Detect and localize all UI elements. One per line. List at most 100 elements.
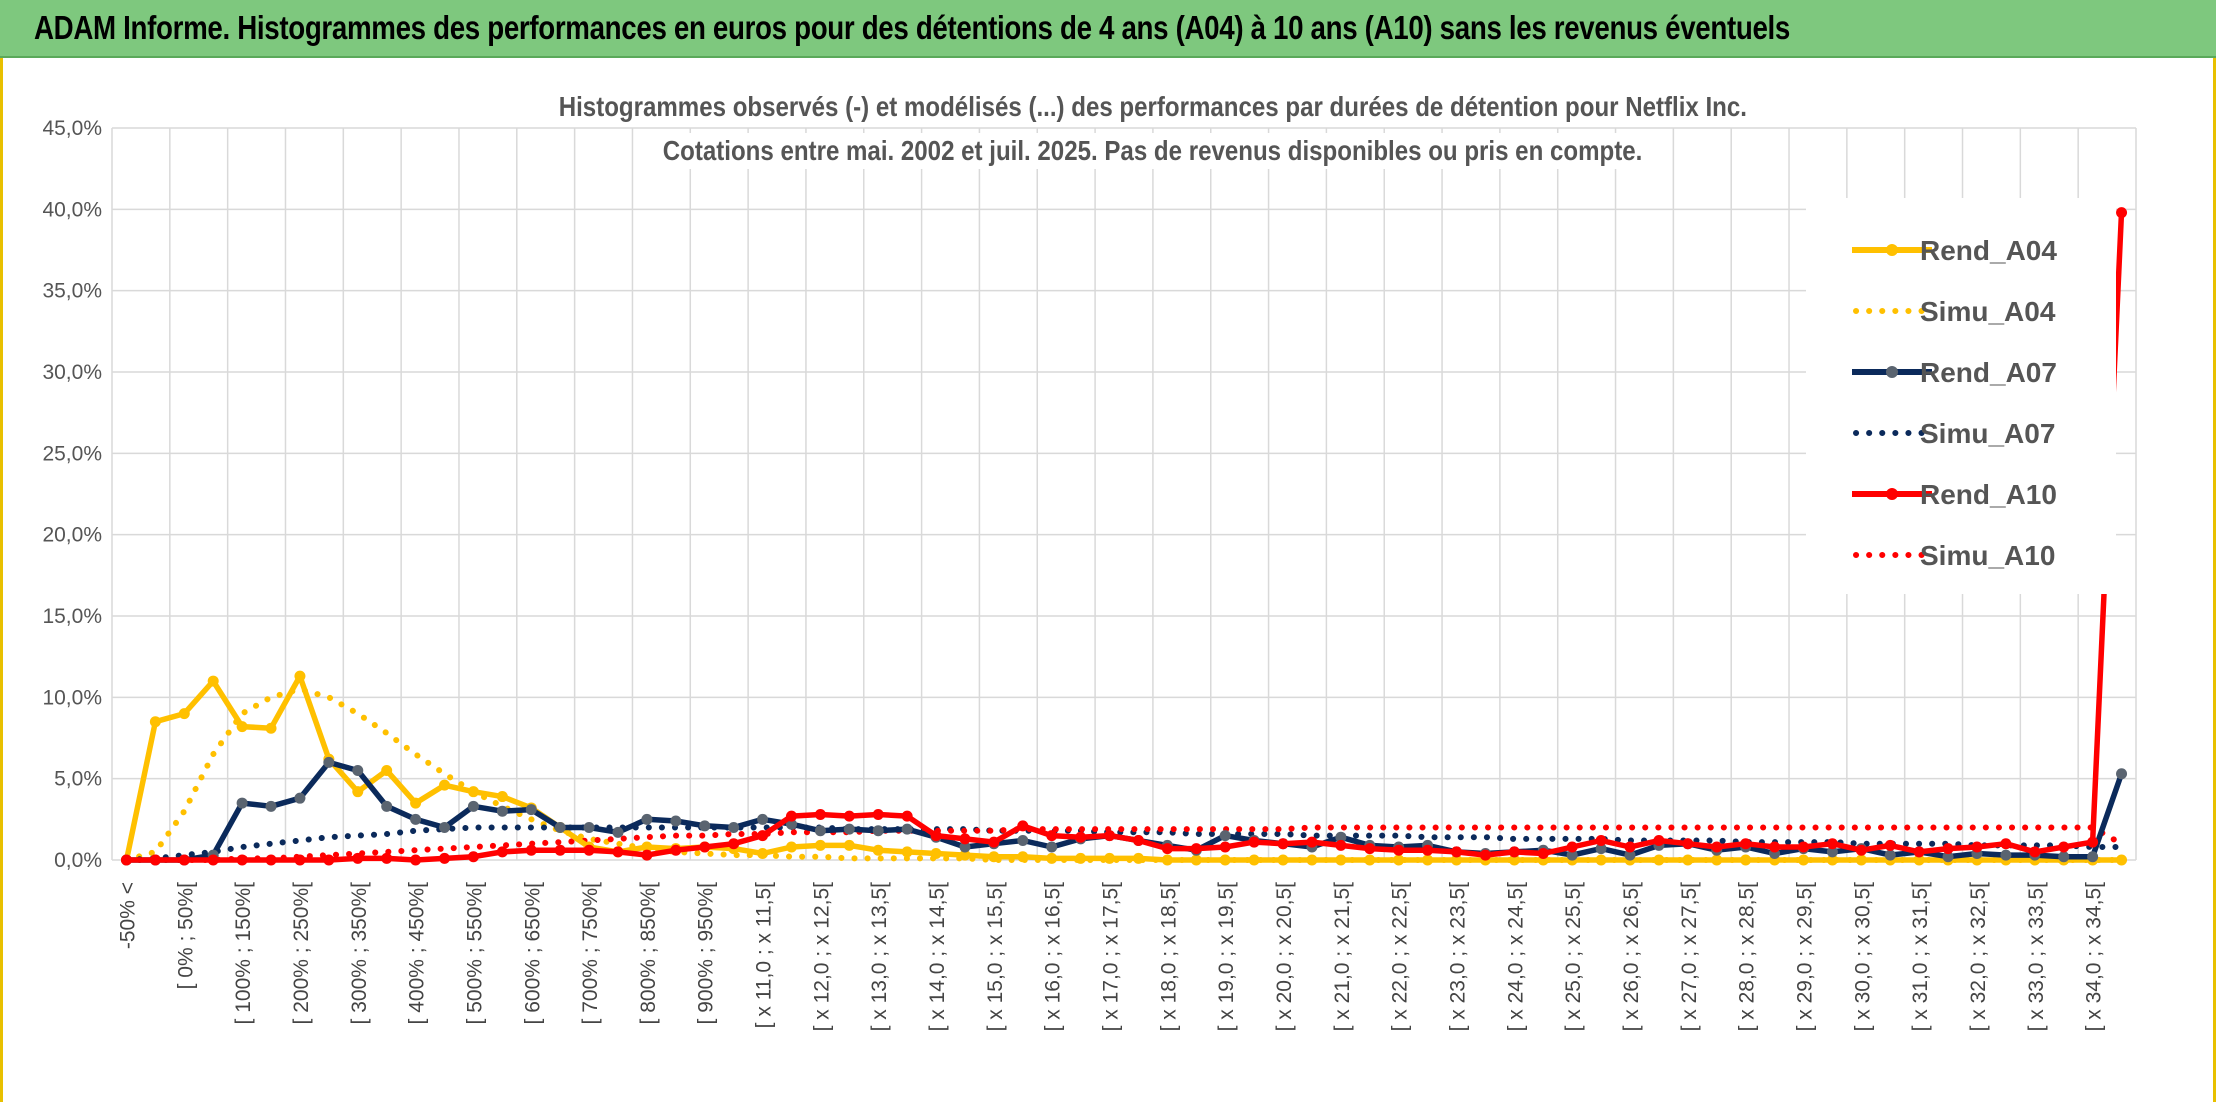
data-point — [525, 804, 537, 816]
data-point — [149, 854, 161, 866]
data-point — [1104, 830, 1116, 842]
data-point — [814, 808, 826, 820]
legend-swatch-marker — [1886, 244, 1898, 256]
legend-swatch-marker — [1886, 488, 1898, 500]
data-point — [352, 786, 364, 798]
data-point — [1797, 854, 1809, 866]
x-tick-label: [ x 15,0 ; x 15,5[ — [984, 882, 1007, 1032]
data-point — [1132, 852, 1144, 864]
x-tick-label: [ x 32,0 ; x 32,5[ — [1967, 882, 1990, 1032]
data-point — [959, 841, 971, 853]
data-point — [294, 670, 306, 682]
data-point — [959, 833, 971, 845]
x-tick-label: [ 900% ; 950%[ — [695, 882, 718, 1025]
data-point — [1711, 841, 1723, 853]
data-point — [2058, 841, 2070, 853]
data-point — [410, 797, 422, 809]
data-point — [1422, 854, 1434, 866]
data-point — [1826, 854, 1838, 866]
data-point — [1306, 854, 1318, 866]
data-point — [467, 786, 479, 798]
data-point — [1422, 844, 1434, 856]
data-point — [1595, 843, 1607, 855]
data-point — [2116, 207, 2128, 219]
data-point — [1451, 854, 1463, 866]
data-point — [814, 825, 826, 837]
y-tick-label: 45,0% — [42, 117, 102, 140]
data-point — [236, 854, 248, 866]
data-point — [207, 854, 219, 866]
series-line-simu_a04 — [123, 686, 2125, 863]
data-point — [2029, 846, 2041, 858]
report-header-banner: ADAM Informe. Histogrammes des performan… — [0, 0, 2216, 58]
data-point — [1104, 852, 1116, 864]
data-point — [1075, 831, 1087, 843]
data-point — [1364, 843, 1376, 855]
data-point — [1046, 830, 1058, 842]
data-point — [1884, 839, 1896, 851]
data-point — [699, 820, 711, 832]
x-tick-label: [ x 29,0 ; x 29,5[ — [1793, 882, 1816, 1032]
data-point — [1971, 841, 1983, 853]
x-tick-label: [ x 18,0 ; x 18,5[ — [1157, 882, 1180, 1032]
data-point — [178, 854, 190, 866]
data-point — [583, 821, 595, 833]
data-point — [1624, 841, 1636, 853]
data-point — [785, 818, 797, 830]
data-point — [381, 852, 393, 864]
chart-title-line-2: Cotations entre mai. 2002 et juil. 2025.… — [0, 133, 2216, 169]
data-point — [1595, 854, 1607, 866]
y-tick-label: 20,0% — [42, 524, 102, 547]
x-tick-label: -50% < — [116, 882, 139, 949]
data-point — [785, 810, 797, 822]
data-point — [1740, 854, 1752, 866]
data-point — [236, 721, 248, 733]
x-tick-label: [ x 21,0 ; x 21,5[ — [1331, 882, 1354, 1032]
data-point — [612, 846, 624, 858]
data-point — [1682, 854, 1694, 866]
data-point — [439, 821, 451, 833]
data-point — [641, 841, 653, 853]
x-tick-label: [ x 31,0 ; x 31,5[ — [1909, 882, 1932, 1032]
data-point — [294, 792, 306, 804]
data-point — [265, 854, 277, 866]
data-point — [381, 765, 393, 777]
data-point — [988, 836, 1000, 848]
y-tick-label: 15,0% — [42, 605, 102, 628]
x-tick-label: [ x 24,0 ; x 24,5[ — [1504, 882, 1527, 1032]
data-point — [1335, 854, 1347, 866]
data-point — [1277, 854, 1289, 866]
data-point — [612, 826, 624, 838]
x-tick-label: [ x 27,0 ; x 27,5[ — [1678, 882, 1701, 1032]
data-point — [1393, 854, 1405, 866]
x-tick-label: [ x 16,0 ; x 16,5[ — [1042, 882, 1065, 1032]
chart-title-line-1: Histogrammes observés (-) et modélisés (… — [0, 89, 2216, 125]
data-point — [1797, 841, 1809, 853]
data-point — [1277, 838, 1289, 850]
data-point — [178, 708, 190, 720]
data-point — [901, 810, 913, 822]
data-point — [381, 800, 393, 812]
data-point — [1537, 847, 1549, 859]
data-point — [1508, 846, 1520, 858]
data-point — [1248, 836, 1260, 848]
data-point — [265, 800, 277, 812]
data-point — [1826, 838, 1838, 850]
x-tick-label: [ 300% ; 350%[ — [348, 882, 371, 1025]
data-point — [1161, 843, 1173, 855]
data-point — [1566, 841, 1578, 853]
data-point — [1826, 846, 1838, 858]
x-tick-label: [ x 20,0 ; x 20,5[ — [1273, 882, 1296, 1032]
data-point — [843, 810, 855, 822]
data-point — [901, 823, 913, 835]
data-point — [149, 716, 161, 728]
data-point — [2000, 849, 2012, 861]
data-point — [1219, 854, 1231, 866]
data-point — [352, 765, 364, 777]
series-line-rend_a04 — [123, 673, 2122, 863]
x-tick-label: [ x 11,0 ; x 11,5[ — [753, 882, 776, 1028]
data-point — [670, 844, 682, 856]
data-point — [323, 854, 335, 866]
data-point — [1653, 834, 1665, 846]
